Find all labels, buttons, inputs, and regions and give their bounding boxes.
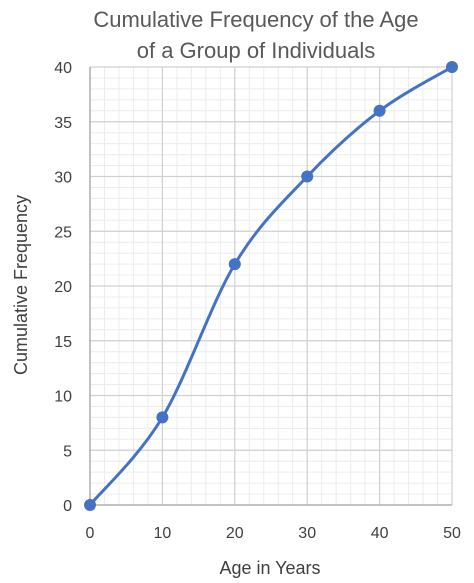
y-tick-label: 25 [54,224,72,241]
y-tick-label: 35 [54,115,72,132]
data-points [84,61,458,511]
tick-labels: 0 10 20 30 40 50 0 5 10 15 20 25 30 35 40 [54,60,461,542]
y-tick-label: 20 [54,279,72,296]
x-tick-label: 30 [298,525,316,542]
x-axis-title: Age in Years [219,558,320,578]
axes [89,67,452,506]
data-point-marker [156,411,169,424]
y-tick-label: 10 [54,389,72,406]
x-tick-label: 20 [226,525,244,542]
x-tick-label: 10 [154,525,172,542]
y-tick-label: 5 [63,443,72,460]
data-point-marker [84,499,96,511]
data-point-marker [228,258,241,271]
x-tick-label: 40 [371,525,389,542]
y-tick-label: 0 [63,498,72,515]
y-tick-label: 30 [54,170,72,187]
x-tick-label: 50 [443,525,461,542]
chart-title-line-2: of a Group of Individuals [137,38,375,63]
chart-title-line-1: Cumulative Frequency of the Age [93,7,418,32]
data-point-marker [301,170,314,183]
x-tick-label: 0 [86,525,95,542]
data-point-marker [373,104,386,117]
data-point-marker [446,61,458,73]
y-axis-title: Cumulative Frequency [11,195,31,375]
y-tick-label: 15 [54,334,72,351]
y-tick-label: 40 [54,60,72,77]
grid [89,66,453,506]
